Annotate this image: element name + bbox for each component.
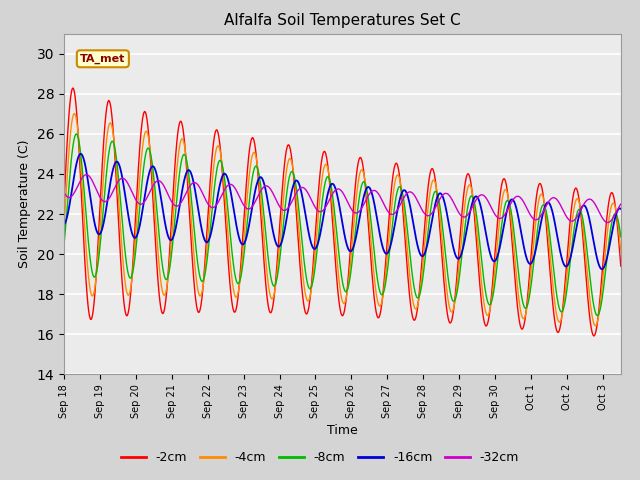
- -16cm: [601, 262, 609, 268]
- -2cm: [316, 169, 324, 175]
- -2cm: [617, 263, 625, 269]
- -4cm: [89, 293, 97, 299]
- -4cm: [331, 233, 339, 239]
- -32cm: [331, 188, 339, 193]
- -8cm: [331, 214, 339, 219]
- -2cm: [89, 311, 97, 317]
- -2cm: [602, 232, 609, 238]
- -2cm: [601, 236, 609, 241]
- Line: -16cm: -16cm: [64, 154, 621, 269]
- -16cm: [331, 184, 339, 190]
- -16cm: [602, 261, 609, 267]
- -8cm: [499, 215, 506, 220]
- Line: -8cm: -8cm: [64, 134, 621, 315]
- -4cm: [60, 224, 68, 230]
- -32cm: [604, 220, 612, 226]
- -32cm: [83, 172, 90, 178]
- Line: -2cm: -2cm: [64, 88, 621, 336]
- -8cm: [72, 131, 80, 137]
- -2cm: [590, 333, 598, 339]
- -8cm: [316, 216, 324, 222]
- -8cm: [617, 234, 625, 240]
- -16cm: [60, 222, 68, 228]
- -32cm: [316, 209, 324, 215]
- -16cm: [316, 231, 324, 237]
- -32cm: [60, 190, 68, 195]
- -32cm: [499, 214, 506, 220]
- -32cm: [617, 201, 625, 207]
- -32cm: [89, 179, 97, 184]
- -2cm: [331, 254, 339, 260]
- Line: -32cm: -32cm: [64, 175, 621, 223]
- Title: Alfalfa Soil Temperatures Set C: Alfalfa Soil Temperatures Set C: [224, 13, 461, 28]
- -4cm: [70, 111, 78, 117]
- Line: -4cm: -4cm: [64, 114, 621, 325]
- Text: TA_met: TA_met: [80, 54, 125, 64]
- -16cm: [598, 266, 605, 272]
- -4cm: [591, 323, 599, 328]
- Legend: -2cm, -4cm, -8cm, -16cm, -32cm: -2cm, -4cm, -8cm, -16cm, -32cm: [116, 446, 524, 469]
- -16cm: [617, 206, 625, 212]
- -4cm: [316, 191, 324, 197]
- -16cm: [89, 210, 97, 216]
- -8cm: [593, 312, 601, 318]
- -2cm: [499, 178, 506, 183]
- -4cm: [499, 194, 506, 200]
- Y-axis label: Soil Temperature (C): Soil Temperature (C): [18, 140, 31, 268]
- -4cm: [602, 252, 609, 257]
- -16cm: [77, 151, 84, 156]
- -32cm: [601, 218, 609, 224]
- -16cm: [499, 229, 506, 235]
- -8cm: [601, 274, 609, 279]
- -8cm: [602, 271, 609, 277]
- -2cm: [60, 201, 68, 207]
- -32cm: [601, 218, 609, 224]
- -8cm: [89, 271, 97, 277]
- -4cm: [601, 254, 609, 260]
- -8cm: [60, 242, 68, 248]
- -2cm: [69, 85, 77, 91]
- X-axis label: Time: Time: [327, 424, 358, 437]
- -4cm: [617, 248, 625, 253]
